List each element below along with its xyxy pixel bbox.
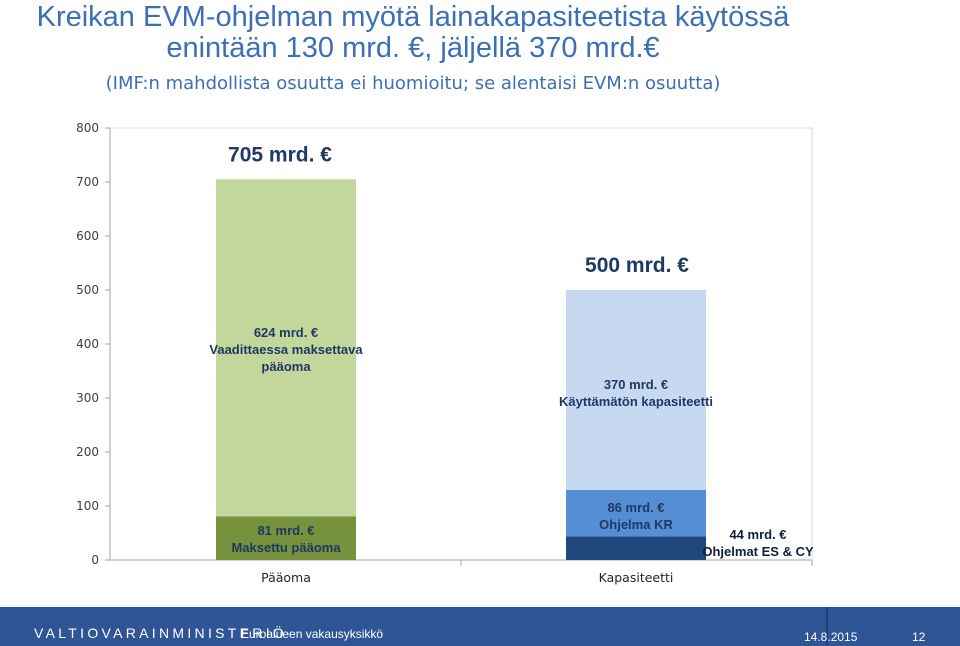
bar-segment <box>566 489 706 537</box>
x-tick-label: Pääoma <box>261 570 311 585</box>
data-label: 624 mrd. € Vaadittaessa maksettava pääoma <box>209 325 363 374</box>
y-tick-label: 100 <box>76 499 99 513</box>
ministry-logo-text: VALTIOVARAINMINISTERIÖ <box>34 625 288 641</box>
x-tick-label: Kapasiteetti <box>599 570 674 585</box>
total-label: 500 mrd. € <box>585 254 689 277</box>
stacked-bar-chart: 0 100 200 300 400 500 600 700 800 Pääoma Kapasitee… <box>76 121 814 585</box>
data-label: 81 mrd. € Maksettu pääoma <box>231 523 341 555</box>
bar-segment <box>566 536 706 560</box>
page-number: 12 <box>912 630 926 644</box>
unit-name: Euroalueen vakausyksikkö <box>241 627 384 641</box>
y-tick-label: 200 <box>76 445 99 459</box>
data-label: 44 mrd. € Ohjelmat ES & CY <box>702 527 814 559</box>
bar-segment <box>216 516 356 560</box>
page-subtitle: (IMF:n mahdollista osuutta ei huomioitu;… <box>105 73 721 94</box>
footer-divider <box>826 607 828 646</box>
data-label: 370 mrd. € Käyttämätön kapasiteetti <box>559 377 713 409</box>
data-label: 86 mrd. € Ohjelma KR <box>599 500 673 532</box>
page-title: Kreikan EVM-ohjelman myötä lainakapasite… <box>36 1 790 64</box>
slide-date: 14.8.2015 <box>804 630 858 644</box>
footer-bar: VALTIOVARAINMINISTERIÖ Euroalueen vakaus… <box>0 607 960 646</box>
y-tick-label: 800 <box>76 121 99 135</box>
bar-segment <box>216 179 356 517</box>
total-label: 705 mrd. € <box>228 143 332 166</box>
y-tick-label: 400 <box>76 337 99 351</box>
y-tick-label: 700 <box>76 175 99 189</box>
y-tick-label: 0 <box>91 553 99 567</box>
y-tick-label: 500 <box>76 283 99 297</box>
bar-segment <box>566 290 706 490</box>
y-tick-label: 600 <box>76 229 99 243</box>
y-tick-label: 300 <box>76 391 99 405</box>
